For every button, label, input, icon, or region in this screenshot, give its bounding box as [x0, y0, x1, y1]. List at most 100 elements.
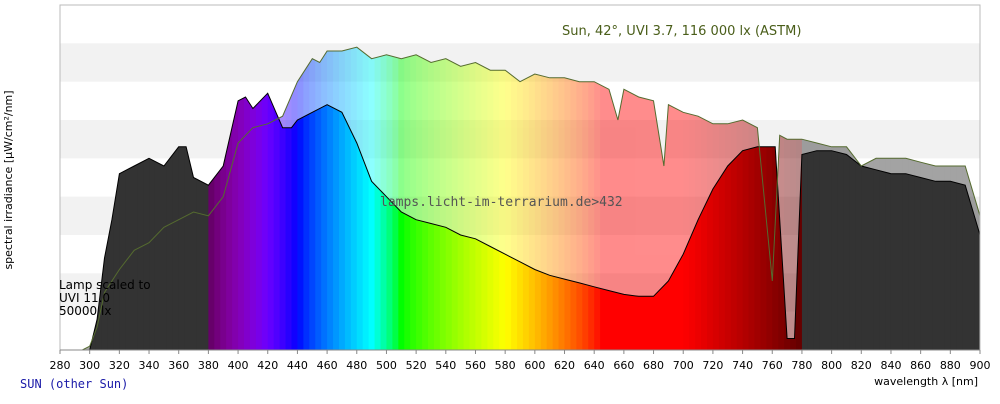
x-tick-label: 480 — [346, 359, 367, 372]
spectrum-strip — [778, 47, 785, 350]
spectrum-strip — [718, 93, 726, 350]
spectrum-strip — [695, 93, 702, 350]
spectrum-strip — [380, 93, 388, 350]
spectrum-strip — [481, 47, 488, 350]
spectrum-strip — [505, 47, 512, 350]
spectrum-strip — [724, 93, 732, 350]
spectrum-strip — [208, 93, 215, 350]
spectrum-strip — [540, 47, 548, 350]
x-tick-label: 460 — [317, 359, 338, 372]
x-tick-label: 380 — [198, 359, 219, 372]
x-tick-label: 280 — [50, 359, 71, 372]
spectrum-strip — [463, 47, 471, 350]
spectrum-strip — [232, 93, 239, 350]
spectrum-strip — [143, 93, 150, 350]
spectrum-strip — [374, 93, 382, 350]
spectrum-strip — [635, 47, 643, 350]
spectrum-strip — [315, 93, 322, 350]
spectrum-strip — [410, 93, 417, 350]
spectrum-strip — [166, 93, 174, 350]
spectrum-strip — [534, 47, 542, 350]
spectrum-strip — [736, 93, 744, 350]
spectrum-strip — [784, 47, 791, 350]
spectrum-strip — [659, 47, 667, 350]
x-axis-label: wavelength λ [nm] — [874, 375, 978, 388]
x-tick-label: 880 — [940, 359, 961, 372]
spectrum-strip — [309, 93, 316, 350]
spectrum-strip — [499, 47, 506, 350]
spectrum-strip — [220, 93, 227, 350]
spectrum-strip — [914, 93, 922, 350]
spectrum-strip — [938, 93, 945, 350]
spectrum-strip — [333, 93, 340, 350]
spectrum-strip — [428, 47, 435, 350]
spectrum-strip — [968, 93, 975, 350]
spectrum-strip — [831, 93, 839, 350]
spectrum-strip — [849, 93, 856, 350]
spectrum-strip — [671, 47, 678, 350]
spectrum-strip — [244, 93, 251, 350]
spectrum-strip — [920, 93, 928, 350]
x-tick-label: 420 — [257, 359, 278, 372]
x-tick-label: 860 — [910, 359, 931, 372]
spectrum-strip — [819, 93, 827, 350]
spectrum-strip — [600, 47, 607, 350]
spectrum-strip — [617, 47, 625, 350]
sun-legend-label: Sun, 42°, UVI 3.7, 116 000 lx (ASTM) — [562, 24, 801, 39]
spectrum-strip — [760, 93, 767, 350]
spectrum-strip — [647, 47, 655, 350]
spectrum-strip — [149, 93, 156, 350]
spectrum-strip — [701, 47, 708, 350]
spectrum-strip — [695, 47, 702, 350]
spectrum-strip — [517, 47, 524, 350]
spectrum-strip — [552, 47, 560, 350]
spectrum-strip — [202, 93, 209, 350]
spectrum-strip — [386, 47, 393, 350]
spectrum-strip — [807, 93, 815, 350]
spectrum-strip — [119, 93, 126, 350]
spectrum-strip — [214, 93, 221, 350]
spectrum-strip — [570, 47, 577, 350]
spectrum-strip — [511, 47, 518, 350]
spectrum-strip — [902, 93, 910, 350]
x-axis: 280 300 320 340 360 380 400 420 440 460 480 500 520 5… — [50, 349, 991, 372]
spectrum-strip — [528, 47, 536, 350]
x-tick-label: 300 — [79, 359, 100, 372]
spectrum-strip — [564, 47, 572, 350]
spectrum-strip — [297, 93, 304, 350]
watermark: lamps.licht-im-terrarium.de>432 — [380, 195, 623, 210]
spectrum-strip — [588, 47, 595, 350]
spectrum-strip — [445, 47, 453, 350]
spectrum-strip — [629, 47, 637, 350]
spectrum-strip — [457, 47, 465, 350]
lamp-spectrum-line — [60, 92, 981, 351]
spectrum-strip — [113, 93, 120, 350]
spectrum-strip — [885, 93, 892, 350]
x-tick-label: 680 — [643, 359, 664, 372]
spectrum-strip — [362, 93, 370, 350]
spectrum-strip — [190, 93, 198, 350]
spectrum-strip — [956, 93, 963, 350]
grid-band — [60, 43, 980, 82]
spectrum-strip — [154, 93, 162, 350]
x-tick-label: 340 — [139, 359, 160, 372]
spectrum-strip — [291, 93, 299, 350]
x-tick-label: 560 — [465, 359, 486, 372]
spectrum-strip — [623, 47, 631, 350]
spectrum-strip — [594, 47, 601, 350]
spectrum-strip — [582, 47, 589, 350]
spectrum-strip — [404, 93, 411, 350]
x-tick-label: 760 — [762, 359, 783, 372]
spectrum-strip — [321, 93, 328, 350]
spectrum-strip — [801, 93, 809, 350]
spectrum-strip — [125, 93, 132, 350]
x-tick-label: 600 — [524, 359, 545, 372]
spectrum-strip — [908, 93, 916, 350]
x-tick-label: 360 — [168, 359, 189, 372]
x-tick-label: 400 — [228, 359, 249, 372]
spectrum-strip — [683, 47, 690, 350]
spectrum-strip — [873, 93, 880, 350]
spectrum-strip — [890, 93, 898, 350]
spectrum-strip — [944, 93, 951, 350]
